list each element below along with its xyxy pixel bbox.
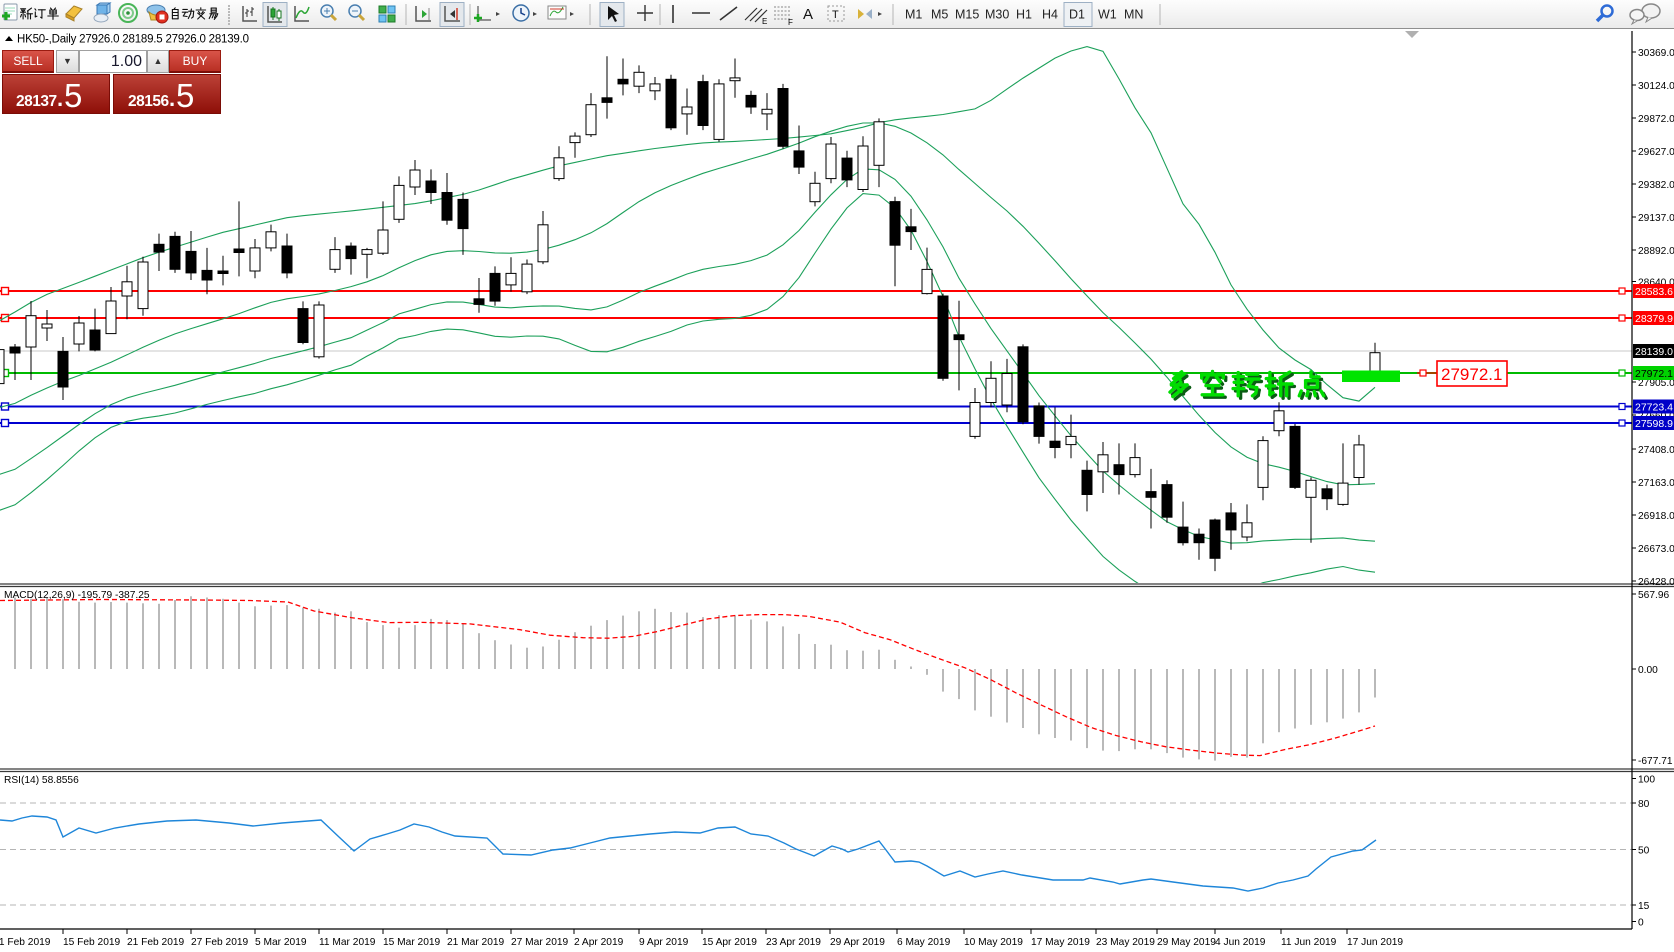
- svg-text:15 Apr 2019: 15 Apr 2019: [702, 937, 757, 948]
- svg-text:23 Apr 2019: 23 Apr 2019: [766, 937, 821, 948]
- svg-text:5 Mar 2019: 5 Mar 2019: [255, 937, 307, 948]
- svg-text:M30: M30: [985, 8, 1009, 22]
- svg-text:M15: M15: [955, 8, 979, 22]
- svg-text:11 Jun 2019: 11 Jun 2019: [1281, 937, 1337, 948]
- svg-text:W1: W1: [1098, 8, 1117, 22]
- svg-text:29872.0: 29872.0: [1638, 114, 1674, 125]
- svg-text:M5: M5: [931, 8, 948, 22]
- svg-text:567.96: 567.96: [1638, 590, 1669, 601]
- svg-text:100: 100: [1638, 775, 1655, 786]
- svg-text:H4: H4: [1042, 8, 1058, 22]
- svg-text:26428.0: 26428.0: [1638, 577, 1674, 588]
- svg-text:27 Feb 2019: 27 Feb 2019: [191, 937, 249, 948]
- svg-text:23 May 2019: 23 May 2019: [1096, 937, 1155, 948]
- svg-text:28379.9: 28379.9: [1635, 313, 1673, 325]
- svg-text:29137.0: 29137.0: [1638, 213, 1674, 224]
- svg-text:30369.0: 30369.0: [1638, 48, 1674, 59]
- svg-text:15 Feb 2019: 15 Feb 2019: [63, 937, 121, 948]
- svg-text:HK50-,Daily 27926.0 28189.5 2: HK50-,Daily 27926.0 28189.5 27926.0 2813…: [17, 34, 249, 46]
- svg-text:15 Mar 2019: 15 Mar 2019: [383, 937, 441, 948]
- svg-text:27972.1: 27972.1: [1635, 368, 1673, 380]
- svg-text:E: E: [762, 17, 767, 26]
- svg-text:27972.1: 27972.1: [1441, 365, 1502, 384]
- svg-text:21 Mar 2019: 21 Mar 2019: [447, 937, 505, 948]
- svg-text:M1: M1: [905, 8, 922, 22]
- svg-text:27723.4: 27723.4: [1635, 402, 1673, 414]
- svg-text:H1: H1: [1016, 8, 1032, 22]
- svg-text:29 Apr 2019: 29 Apr 2019: [830, 937, 885, 948]
- svg-text:29 May 2019: 29 May 2019: [1157, 937, 1216, 948]
- svg-text:27598.9: 27598.9: [1635, 418, 1673, 430]
- svg-text:27408.0: 27408.0: [1638, 445, 1674, 456]
- svg-text:D1: D1: [1069, 8, 1085, 22]
- svg-text:15: 15: [1638, 901, 1650, 912]
- svg-text:27 Mar 2019: 27 Mar 2019: [511, 937, 569, 948]
- svg-text:MN: MN: [1124, 8, 1143, 22]
- svg-text:0.00: 0.00: [1638, 665, 1658, 676]
- svg-text:9 Apr 2019: 9 Apr 2019: [639, 937, 689, 948]
- svg-text:0: 0: [1638, 918, 1644, 929]
- svg-text:29382.0: 29382.0: [1638, 180, 1674, 191]
- svg-text:30124.0: 30124.0: [1638, 81, 1674, 92]
- svg-text:2 Apr 2019: 2 Apr 2019: [574, 937, 624, 948]
- svg-text:50: 50: [1638, 846, 1650, 857]
- svg-text:28583.6: 28583.6: [1635, 286, 1673, 298]
- svg-text:F: F: [788, 18, 793, 27]
- svg-text:RSI(14) 58.8556: RSI(14) 58.8556: [4, 775, 79, 786]
- svg-text:28139.0: 28139.0: [1635, 346, 1673, 358]
- svg-text:26918.0: 26918.0: [1638, 511, 1674, 522]
- svg-text:26673.0: 26673.0: [1638, 544, 1674, 555]
- svg-text:-677.71: -677.71: [1638, 756, 1673, 767]
- svg-text:11 Mar 2019: 11 Mar 2019: [319, 937, 376, 948]
- svg-text:21 Feb 2019: 21 Feb 2019: [127, 937, 185, 948]
- svg-text:MACD(12,26,9) -195.79 -387.25: MACD(12,26,9) -195.79 -387.25: [4, 590, 150, 601]
- svg-text:17 Jun 2019: 17 Jun 2019: [1347, 937, 1403, 948]
- svg-text:T: T: [832, 9, 839, 21]
- svg-text:10 May 2019: 10 May 2019: [964, 937, 1023, 948]
- svg-text:27905.0: 27905.0: [1638, 378, 1674, 389]
- svg-text:11 Feb 2019: 11 Feb 2019: [0, 937, 51, 948]
- svg-text:A: A: [803, 6, 813, 23]
- svg-text:17 May 2019: 17 May 2019: [1031, 937, 1090, 948]
- svg-text:6 May 2019: 6 May 2019: [897, 937, 951, 948]
- svg-text:80: 80: [1638, 799, 1650, 810]
- svg-text:29627.0: 29627.0: [1638, 147, 1674, 158]
- svg-text:28892.0: 28892.0: [1638, 246, 1674, 257]
- svg-text:4 Jun 2019: 4 Jun 2019: [1215, 937, 1266, 948]
- svg-text:27163.0: 27163.0: [1638, 478, 1674, 489]
- svg-text:28640.0: 28640.0: [1638, 278, 1674, 289]
